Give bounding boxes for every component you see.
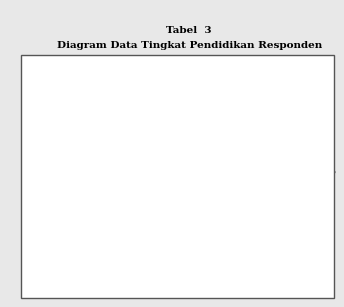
Text: SMP 16.7%: SMP 16.7% bbox=[255, 88, 312, 97]
Wedge shape bbox=[189, 119, 282, 212]
Text: SMA 16.7%: SMA 16.7% bbox=[278, 167, 336, 177]
Text: D3 23.3%: D3 23.3% bbox=[174, 268, 223, 277]
Text: S1 43.3%: S1 43.3% bbox=[77, 167, 124, 177]
Wedge shape bbox=[96, 79, 189, 260]
Text: Diagram Data Tingkat Pendidikan Responden: Diagram Data Tingkat Pendidikan Responde… bbox=[56, 41, 322, 49]
Text: Tabel  3: Tabel 3 bbox=[166, 26, 212, 35]
Wedge shape bbox=[159, 172, 273, 265]
Wedge shape bbox=[181, 79, 266, 172]
